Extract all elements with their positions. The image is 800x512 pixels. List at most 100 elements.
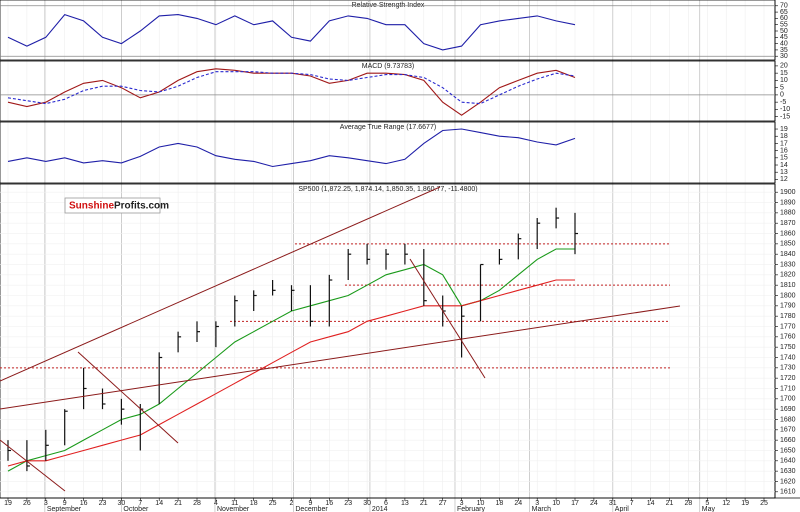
y-tick-label: 45 (780, 34, 788, 41)
y-tick-label: 1820 (780, 272, 796, 279)
month-label: November (217, 506, 250, 512)
y-tick-label: 1760 (780, 334, 796, 341)
x-tick-label: 17 (571, 500, 579, 507)
x-tick-label: 10 (552, 500, 560, 507)
y-tick-label: 15 (780, 155, 788, 162)
logo-box (64, 197, 161, 214)
x-tick-label: 18 (496, 500, 504, 507)
x-tick-label: 21 (420, 500, 428, 507)
y-tick-label: 1810 (780, 282, 796, 289)
logo-part: Sunshine (69, 201, 114, 212)
x-tick-label: 25 (760, 500, 768, 507)
x-tick-label: 28 (193, 500, 201, 507)
x-tick-label: 3 (44, 500, 48, 507)
x-tick-label: 21 (174, 500, 182, 507)
y-tick-label: 1610 (780, 489, 796, 496)
y-tick-label: 12 (780, 176, 788, 183)
y-tick-label: 1630 (780, 468, 796, 475)
panel-title: MACD (9.73783) (362, 63, 415, 70)
x-tick-label: 14 (647, 500, 655, 507)
y-tick-label: -15 (780, 113, 790, 120)
trendline (409, 258, 486, 379)
indicator-line (7, 71, 576, 105)
y-tick-label: 1640 (780, 458, 796, 465)
y-tick-label: 1830 (780, 261, 796, 268)
x-tick-label: 24 (514, 500, 522, 507)
x-tick-label: 9 (308, 500, 312, 507)
y-tick-label: 16 (780, 147, 788, 154)
y-tick-label: 1740 (780, 354, 796, 361)
y-tick-label: 1650 (780, 447, 796, 454)
x-tick-label: 31 (609, 500, 617, 507)
panel-title: Relative Strength Index (352, 2, 425, 9)
x-tick-label: 19 (741, 500, 749, 507)
month-label: March (532, 506, 552, 512)
y-tick-label: 65 (780, 9, 788, 16)
y-tick-label: 1710 (780, 385, 796, 392)
x-tick-label: 11 (231, 500, 238, 507)
x-tick-label: 10 (477, 500, 485, 507)
month-label: October (123, 506, 149, 512)
month-label: September (47, 506, 82, 512)
x-tick-label: 24 (590, 500, 598, 507)
y-tick-label: 1750 (780, 344, 796, 351)
month-label: April (615, 506, 629, 512)
x-tick-label: 21 (666, 500, 674, 507)
x-tick-label: 2 (290, 500, 294, 507)
x-tick-label: 23 (99, 500, 107, 507)
panel-title: Average True Range (17.6677) (340, 124, 436, 131)
y-tick-label: 1840 (780, 251, 796, 258)
x-tick-label: 3 (535, 500, 539, 507)
trendlines (0, 186, 681, 492)
y-tick-label: 17 (780, 140, 788, 147)
y-tick-label: 1680 (780, 416, 796, 423)
x-tick-label: 13 (401, 500, 409, 507)
x-tick-label: 19 (4, 500, 12, 507)
x-tick-label: 6 (384, 500, 388, 507)
month-label: 2014 (372, 506, 388, 512)
y-tick-label: 1660 (780, 437, 796, 444)
trendline (0, 305, 681, 410)
y-tick-label: 1730 (780, 365, 796, 372)
x-tick-label: 12 (722, 500, 730, 507)
y-tick-label: 1890 (780, 199, 796, 206)
x-tick-label: 25 (269, 500, 277, 507)
x-tick-label: 16 (325, 500, 333, 507)
y-tick-label: 1800 (780, 292, 796, 299)
y-tick-label: 40 (780, 40, 788, 47)
indicator-line (7, 13, 576, 51)
y-tick-label: 1780 (780, 313, 796, 320)
y-tick-label: 1670 (780, 427, 796, 434)
x-tick-label: 7 (630, 500, 634, 507)
y-tick-label: 1900 (780, 189, 796, 196)
y-tick-label: 50 (780, 28, 788, 35)
month-label: May (702, 506, 716, 512)
trendline (77, 351, 179, 444)
y-tick-label: 0 (780, 92, 784, 99)
indicator-line (7, 128, 576, 168)
y-tick-label: 1860 (780, 230, 796, 237)
x-tick-label: 30 (363, 500, 371, 507)
month-label: December (295, 506, 328, 512)
y-tick-label: 10 (780, 77, 788, 84)
y-tick-label: 19 (780, 126, 788, 133)
y-tick-label: 1880 (780, 210, 796, 217)
x-tick-label: 4 (214, 500, 218, 507)
trendline (0, 186, 441, 382)
y-tick-label: 1770 (780, 323, 796, 330)
x-tick-label: 16 (80, 500, 88, 507)
y-tick-label: 20 (780, 63, 788, 70)
x-tick-label: 5 (705, 500, 709, 507)
y-tick-label: 60 (780, 15, 788, 22)
x-tick-label: 23 (344, 500, 352, 507)
x-tick-label: 27 (439, 500, 447, 507)
logo-part: Profits.com (114, 201, 169, 212)
y-tick-label: -5 (780, 99, 786, 106)
y-tick-label: 1850 (780, 241, 796, 248)
x-tick-label: 9 (63, 500, 67, 507)
y-tick-label: 13 (780, 169, 788, 176)
y-tick-label: 14 (780, 162, 788, 169)
y-tick-label: 1790 (780, 303, 796, 310)
